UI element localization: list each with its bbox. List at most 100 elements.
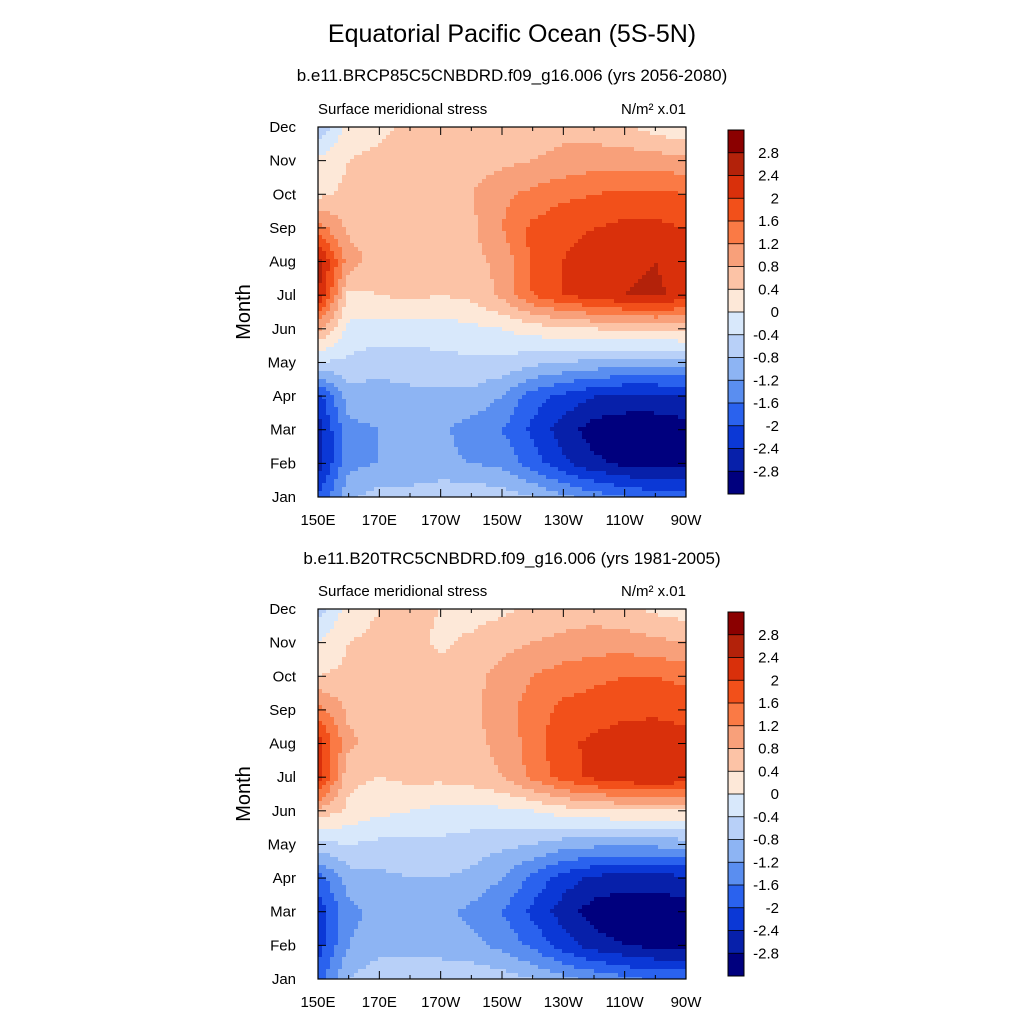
heatmap-cell <box>630 163 635 168</box>
heatmap-cell <box>426 303 431 308</box>
heatmap-cell <box>458 187 463 192</box>
heatmap-cell <box>358 127 363 132</box>
heatmap-cell <box>574 179 579 184</box>
heatmap-cell <box>682 179 687 184</box>
heatmap-cell <box>466 259 471 264</box>
heatmap-cell <box>398 307 403 312</box>
heatmap-cell <box>394 219 399 224</box>
heatmap-cell <box>390 307 395 312</box>
heatmap-cell <box>346 259 351 264</box>
heatmap-cell <box>458 231 463 236</box>
heatmap-cell <box>682 267 687 272</box>
heatmap-cell <box>662 183 667 188</box>
heatmap-cell <box>530 235 535 240</box>
heatmap-cell <box>674 311 679 316</box>
heatmap-cell <box>366 283 371 288</box>
heatmap-cell <box>434 199 439 204</box>
heatmap-cell <box>418 279 423 284</box>
heatmap-cell <box>334 163 339 168</box>
heatmap-cell <box>506 259 511 264</box>
heatmap-cell <box>594 311 599 316</box>
heatmap-cell <box>546 303 551 308</box>
heatmap-cell <box>622 327 627 332</box>
heatmap-cell <box>422 235 427 240</box>
heatmap-cell <box>386 335 391 340</box>
heatmap-cell <box>522 311 527 316</box>
heatmap-cell <box>354 343 359 348</box>
heatmap-cell <box>454 243 459 248</box>
heatmap-cell <box>442 315 447 320</box>
heatmap-cell <box>406 339 411 344</box>
heatmap-cell <box>370 315 375 320</box>
heatmap-cell <box>530 231 535 236</box>
heatmap-cell <box>570 271 575 276</box>
heatmap-cell <box>474 239 479 244</box>
heatmap-cell <box>414 323 419 328</box>
heatmap-cell <box>574 295 579 300</box>
heatmap-cell <box>470 171 475 176</box>
heatmap-cell <box>458 243 463 248</box>
heatmap-cell <box>394 159 399 164</box>
heatmap-cell <box>562 235 567 240</box>
heatmap-cell <box>390 215 395 220</box>
heatmap-cell <box>470 139 475 144</box>
heatmap-cell <box>518 267 523 272</box>
heatmap-cell <box>334 243 339 248</box>
heatmap-cell <box>534 223 539 228</box>
heatmap-cell <box>598 207 603 212</box>
heatmap-cell <box>486 327 491 332</box>
heatmap-cell <box>538 311 543 316</box>
heatmap-cell <box>538 159 543 164</box>
heatmap-cell <box>410 203 415 208</box>
heatmap-cell <box>538 259 543 264</box>
heatmap-cell <box>334 339 339 344</box>
heatmap-cell <box>522 339 527 344</box>
heatmap-cell <box>338 139 343 144</box>
heatmap-cell <box>574 139 579 144</box>
heatmap-cell <box>626 247 631 252</box>
heatmap-cell <box>394 195 399 200</box>
heatmap-cell <box>354 179 359 184</box>
heatmap-cell <box>550 307 555 312</box>
heatmap-cell <box>494 135 499 140</box>
heatmap-cell <box>410 231 415 236</box>
heatmap-cell <box>566 299 571 304</box>
heatmap-cell <box>526 167 531 172</box>
heatmap-cell <box>334 223 339 228</box>
heatmap-cell <box>438 263 443 268</box>
heatmap-cell <box>594 211 599 216</box>
heatmap-cell <box>530 199 535 204</box>
heatmap-cell <box>638 255 643 260</box>
heatmap-cell <box>514 315 519 320</box>
heatmap-cell <box>414 263 419 268</box>
heatmap-cell <box>630 235 635 240</box>
heatmap-cell <box>474 227 479 232</box>
heatmap-cell <box>394 231 399 236</box>
heatmap-cell <box>646 271 651 276</box>
heatmap-cell <box>454 143 459 148</box>
heatmap-cell <box>370 203 375 208</box>
heatmap-cell <box>670 203 675 208</box>
heatmap-cell <box>598 195 603 200</box>
heatmap-cell <box>442 291 447 296</box>
heatmap-cell <box>338 327 343 332</box>
heatmap-cell <box>522 295 527 300</box>
heatmap-cell <box>382 219 387 224</box>
heatmap-cell <box>438 143 443 148</box>
heatmap-cell <box>666 223 671 228</box>
heatmap-cell <box>410 327 415 332</box>
heatmap-cell <box>678 247 683 252</box>
heatmap-cell <box>438 279 443 284</box>
heatmap-cell <box>678 147 683 152</box>
heatmap-cell <box>482 263 487 268</box>
heatmap-cell <box>678 227 683 232</box>
heatmap-cell <box>466 295 471 300</box>
heatmap-cell <box>350 243 355 248</box>
heatmap-cell <box>358 267 363 272</box>
heatmap-cell <box>586 155 591 160</box>
heatmap-cell <box>394 319 399 324</box>
heatmap-cell <box>462 207 467 212</box>
heatmap-cell <box>402 167 407 172</box>
heatmap-cell <box>326 243 331 248</box>
heatmap-cell <box>490 295 495 300</box>
